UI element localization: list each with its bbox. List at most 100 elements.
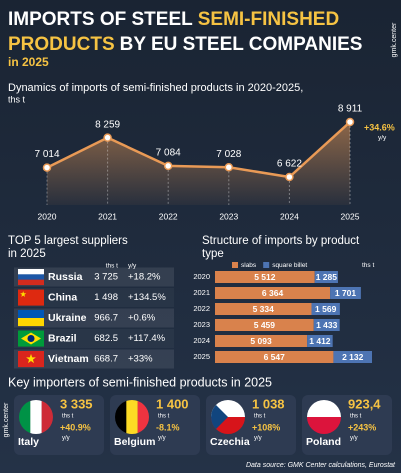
value-label: 1 412	[309, 336, 331, 346]
cell-change: +117.4%	[128, 333, 166, 344]
country: Ukraine	[48, 312, 87, 324]
importer-unit: ths t	[350, 414, 362, 420]
value-label: 1 285	[316, 272, 338, 282]
cell-value: 3 725	[94, 272, 118, 283]
bar-chart-title: type	[202, 248, 224, 260]
bar-segment	[215, 319, 314, 331]
bar-segment	[215, 271, 315, 283]
value-label: 5 334	[253, 304, 275, 314]
importer-change-unit: y/y	[158, 436, 166, 442]
importer-value: 3 335	[60, 396, 93, 411]
suppliers-title: in 2025	[8, 248, 46, 260]
legend-label: square billet	[272, 262, 307, 269]
subtitle: in 2025	[8, 55, 49, 69]
table-row	[14, 288, 174, 307]
importer-change: +40.9%	[60, 422, 91, 432]
y-tick-label: 2020	[193, 272, 210, 281]
importer-country: Italy	[18, 436, 39, 448]
cell-value: 1 498	[94, 292, 118, 303]
bar-segment	[215, 303, 312, 315]
flag	[18, 351, 44, 368]
bar-segment	[215, 335, 308, 347]
table-row	[14, 329, 174, 348]
annotation-unit: y/y	[378, 135, 387, 142]
line-chart-title: Dynamics of imports of semi-finished pro…	[8, 82, 303, 94]
importer-country: Czechia	[210, 436, 250, 448]
importer-unit: ths t	[158, 414, 170, 420]
cell-value: 966.7	[94, 313, 118, 324]
flag-part	[19, 400, 31, 434]
point	[345, 117, 355, 127]
x-tick-label: 2021	[98, 211, 117, 221]
value-label: 7 084	[156, 148, 181, 159]
value-label: 7 014	[34, 149, 59, 160]
cell-change: +134.5%	[128, 292, 166, 303]
importer-unit: ths t	[62, 414, 74, 420]
importer-change: -8.1%	[156, 422, 180, 432]
flag	[18, 289, 44, 306]
flag	[307, 400, 341, 434]
value-label: 7 028	[216, 149, 241, 160]
cell-change: +18.2%	[128, 272, 161, 283]
flag	[18, 310, 44, 327]
bar-segment	[307, 335, 333, 347]
x-tick-label: 2020	[38, 211, 57, 221]
importer-change: +243%	[348, 422, 376, 432]
flag-part	[307, 400, 341, 418]
legend-swatch	[263, 262, 270, 268]
importer-country: Poland	[306, 436, 341, 448]
flag-part	[18, 289, 44, 306]
value-label: 8 911	[338, 104, 363, 115]
cell-change: +33%	[128, 354, 153, 365]
bar-segment	[311, 303, 340, 315]
y-tick-label: 2023	[193, 320, 210, 329]
flag	[18, 269, 44, 286]
table-row	[14, 349, 174, 369]
flag	[211, 400, 245, 434]
flag-part	[115, 400, 127, 434]
point	[285, 172, 294, 182]
bar-segment	[313, 319, 340, 331]
line-area	[47, 122, 350, 205]
table-row	[14, 267, 174, 287]
flag-part	[41, 400, 53, 434]
country: China	[48, 291, 77, 303]
x-tick-label: 2023	[219, 211, 238, 221]
flag-part	[18, 274, 44, 280]
bar-segment	[215, 287, 331, 299]
y-tick-label: 2021	[193, 288, 210, 297]
importer-change-unit: y/y	[254, 436, 262, 442]
flag	[115, 400, 149, 434]
value-label: 1 569	[315, 304, 337, 314]
value-label: 5 459	[254, 320, 276, 330]
importer-change: +108%	[252, 422, 280, 432]
cell-value: 682.5	[94, 333, 118, 344]
y-tick-label: 2025	[193, 352, 210, 361]
flag-part	[20, 291, 27, 297]
importer-change-unit: y/y	[350, 436, 358, 442]
flag-part	[18, 279, 44, 286]
flag	[19, 400, 53, 434]
value-label: 6 364	[262, 288, 284, 298]
value-label: 6 622	[277, 159, 302, 170]
cell-change: +0.6%	[128, 313, 156, 324]
line-chart-unit: ths t	[8, 94, 26, 104]
y-tick-label: 2022	[193, 304, 210, 313]
x-tick-label: 2022	[159, 211, 178, 221]
value-label: 8 259	[95, 119, 120, 130]
value-label: 1 701	[335, 288, 357, 298]
flag-part	[211, 400, 228, 434]
value-label: 5 512	[254, 272, 276, 282]
y-tick-label: 2024	[193, 336, 210, 345]
annotation: +34.6%	[364, 122, 395, 132]
logo: gmk.center	[391, 22, 398, 57]
point	[163, 161, 173, 171]
bar-segment	[330, 287, 361, 299]
title-line-2: PRODUCTS BY EU STEEL COMPANIES	[8, 34, 362, 55]
flag-part	[18, 310, 44, 319]
column-header: ths t	[106, 263, 118, 270]
point	[103, 133, 112, 142]
flag-part	[137, 400, 149, 434]
